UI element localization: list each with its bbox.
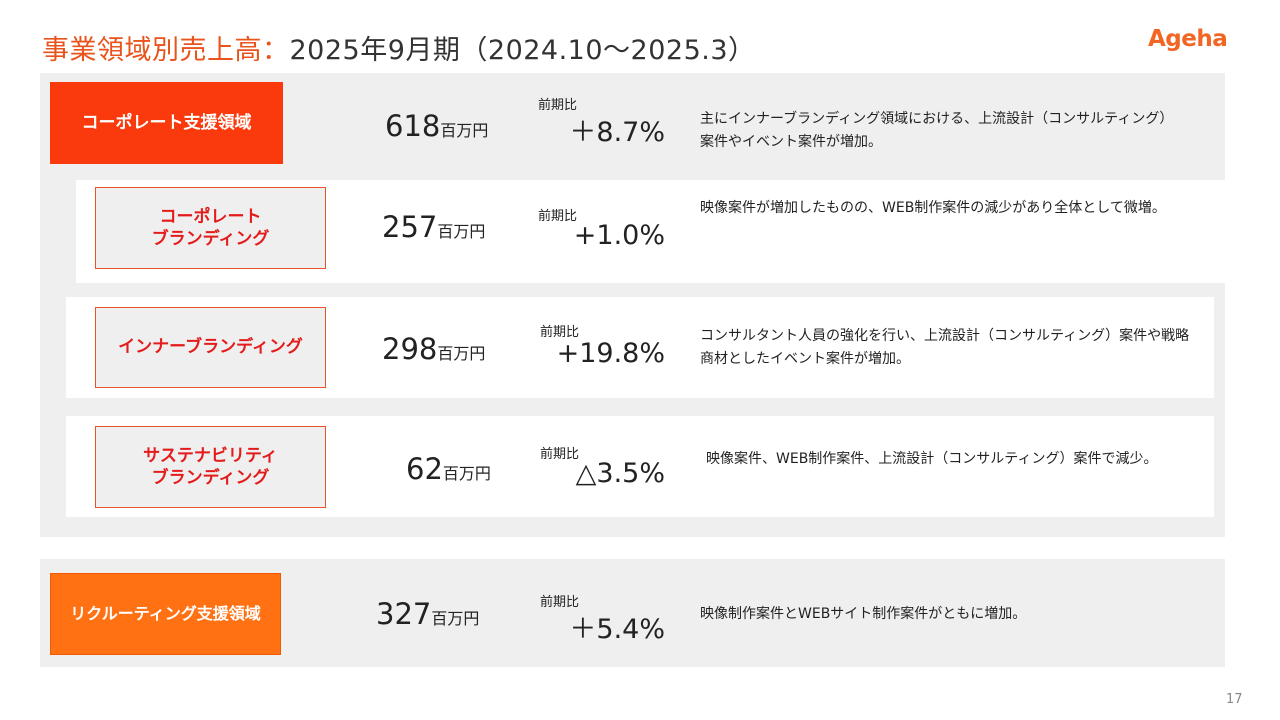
amount-corporate-branding: 257百万円 [382, 210, 485, 244]
yoy-recruiting-support: ＋5.4% [569, 614, 665, 645]
segment-tag-corporate-branding: コーポレート ブランディング [95, 187, 326, 269]
amount-recruiting-support: 327百万円 [376, 597, 479, 631]
amount-value: 62 [406, 452, 443, 486]
desc-corporate-support: 主にインナーブランディング領域における、上流設計（コンサルティング）案件やイベン… [700, 111, 1174, 150]
page-title: 事業領域別売上高：2025年9月期（2024.10～2025.3） [42, 28, 756, 67]
desc-corporate-branding: 映像案件が増加したものの、WEB制作案件の減少があり全体として微増。 [700, 200, 1166, 216]
amount-value: 327 [376, 597, 432, 631]
yoy-inner-branding: +19.8% [556, 338, 665, 369]
yoy-sustainability-branding: △3.5% [575, 458, 665, 489]
amount-value: 618 [385, 109, 441, 143]
page-number: 17 [1226, 692, 1243, 707]
yoy-label: 前期比 [540, 595, 580, 610]
yoy-corporate-support: ＋8.7% [569, 117, 665, 148]
amount-value: 257 [382, 210, 438, 244]
ageha-logo: Ageha [1148, 26, 1228, 52]
amount-value: 298 [382, 332, 438, 366]
segment-name-line1: コーポレート [159, 206, 262, 227]
segment-tag-corporate-support: コーポレート支援領域 [50, 82, 283, 164]
amount-sustainability-branding: 62百万円 [406, 452, 491, 486]
segment-tag-recruiting-support: リクルーティング支援領域 [50, 573, 281, 655]
amount-corporate-support: 618百万円 [385, 109, 488, 143]
amount-inner-branding: 298百万円 [382, 332, 485, 366]
yoy-label: 前期比 [538, 209, 578, 224]
yoy-corporate-branding: +1.0% [573, 220, 665, 251]
amount-unit: 百万円 [440, 121, 489, 140]
title-accent: 事業領域別売上高： [42, 35, 290, 66]
title-period: 2025年9月期（2024.10～2025.3） [289, 35, 756, 66]
amount-unit: 百万円 [437, 222, 486, 241]
segment-tag-inner-branding: インナーブランディング [95, 307, 326, 388]
desc-recruiting-support: 映像制作案件とWEBサイト制作案件がともに増加。 [700, 606, 1027, 622]
segment-name-line2: ブランディング [151, 229, 270, 249]
yoy-label: 前期比 [538, 98, 578, 113]
desc-sustainability-branding: 映像案件、WEB制作案件、上流設計（コンサルティング）案件で減少。 [706, 451, 1158, 467]
amount-unit: 百万円 [437, 344, 486, 363]
segment-name-line1: サステナビリティ [143, 445, 278, 466]
desc-inner-branding: コンサルタント人員の強化を行い、上流設計（コンサルティング）案件や戦略商材とした… [700, 328, 1190, 367]
yoy-label: 前期比 [540, 325, 580, 340]
segment-tag-sustainability-branding: サステナビリティ ブランディング [95, 426, 326, 508]
yoy-label: 前期比 [540, 447, 580, 462]
amount-unit: 百万円 [431, 609, 480, 628]
segment-name-line2: ブランディング [151, 468, 270, 488]
amount-unit: 百万円 [442, 464, 491, 483]
